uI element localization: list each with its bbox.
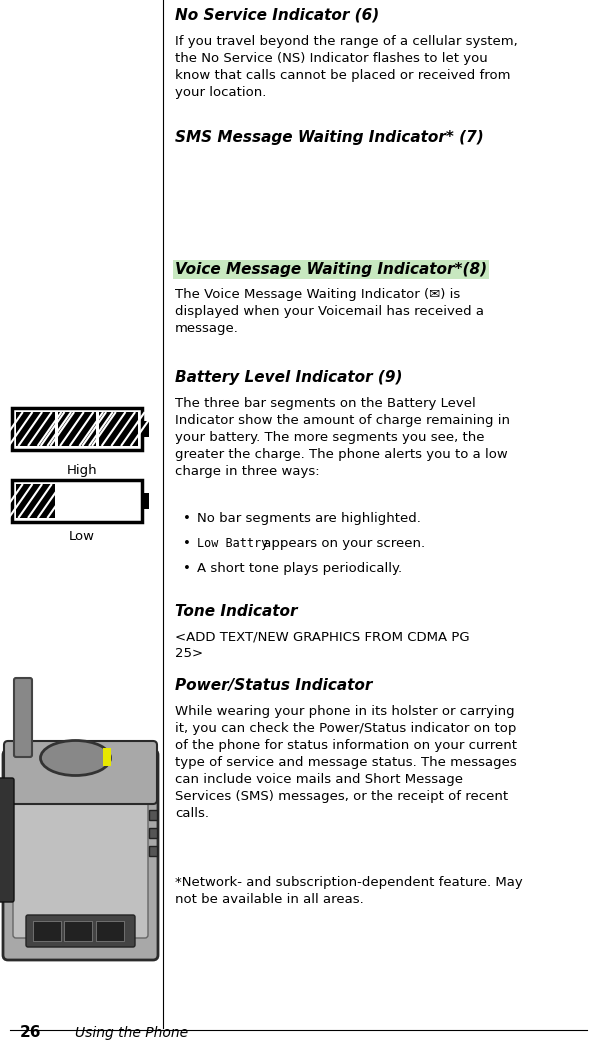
Bar <box>142 493 149 509</box>
Text: The Voice Message Waiting Indicator (✉) is
displayed when your Voicemail has rec: The Voice Message Waiting Indicator (✉) … <box>175 288 484 335</box>
Text: •: • <box>183 562 191 574</box>
Bar <box>149 828 157 838</box>
Text: While wearing your phone in its holster or carrying
it, you can check the Power/: While wearing your phone in its holster … <box>175 705 517 820</box>
Text: Low Battry: Low Battry <box>197 537 268 550</box>
Text: No Service Indicator (6): No Service Indicator (6) <box>175 8 379 23</box>
Text: No bar segments are highlighted.: No bar segments are highlighted. <box>197 512 421 525</box>
Text: *Network- and subscription-dependent feature. May
not be available in all areas.: *Network- and subscription-dependent fea… <box>175 876 523 906</box>
Text: Low: Low <box>69 530 95 543</box>
Text: High: High <box>67 464 97 477</box>
Bar <box>99 412 138 446</box>
Text: SMS Message Waiting Indicator* (7): SMS Message Waiting Indicator* (7) <box>175 130 484 145</box>
Text: •: • <box>183 512 191 525</box>
Bar <box>58 412 96 446</box>
Text: A short tone plays periodically.: A short tone plays periodically. <box>197 562 402 574</box>
Bar <box>149 846 157 856</box>
Bar <box>12 480 142 522</box>
Bar <box>16 412 55 446</box>
Bar <box>142 421 149 437</box>
Text: The three bar segments on the Battery Level
Indicator show the amount of charge : The three bar segments on the Battery Le… <box>175 397 510 478</box>
Text: Power/Status Indicator: Power/Status Indicator <box>175 678 373 693</box>
Bar <box>96 922 124 941</box>
FancyBboxPatch shape <box>0 778 14 902</box>
Bar <box>58 412 96 446</box>
Bar <box>12 408 142 450</box>
Bar <box>16 484 55 518</box>
FancyBboxPatch shape <box>4 741 157 804</box>
Ellipse shape <box>41 741 110 776</box>
Bar <box>103 748 110 766</box>
Bar <box>16 412 55 446</box>
Bar <box>99 412 138 446</box>
FancyBboxPatch shape <box>13 762 148 938</box>
Text: Using the Phone: Using the Phone <box>75 1026 188 1040</box>
Text: 26: 26 <box>20 1025 42 1040</box>
Bar <box>64 922 92 941</box>
Text: If you travel beyond the range of a cellular system,
the No Service (NS) Indicat: If you travel beyond the range of a cell… <box>175 35 518 99</box>
Bar <box>16 484 55 518</box>
FancyBboxPatch shape <box>26 915 135 947</box>
Text: Battery Level Indicator (9): Battery Level Indicator (9) <box>175 370 402 385</box>
Text: Tone Indicator: Tone Indicator <box>175 604 297 619</box>
Text: <ADD TEXT/NEW GRAPHICS FROM CDMA PG
25>: <ADD TEXT/NEW GRAPHICS FROM CDMA PG 25> <box>175 630 470 660</box>
Text: •: • <box>183 537 191 550</box>
FancyBboxPatch shape <box>3 750 158 960</box>
FancyBboxPatch shape <box>14 678 32 758</box>
Text: Voice Message Waiting Indicator*(8): Voice Message Waiting Indicator*(8) <box>175 262 487 277</box>
Text: appears on your screen.: appears on your screen. <box>259 537 425 550</box>
Bar <box>33 922 61 941</box>
Bar <box>149 810 157 820</box>
